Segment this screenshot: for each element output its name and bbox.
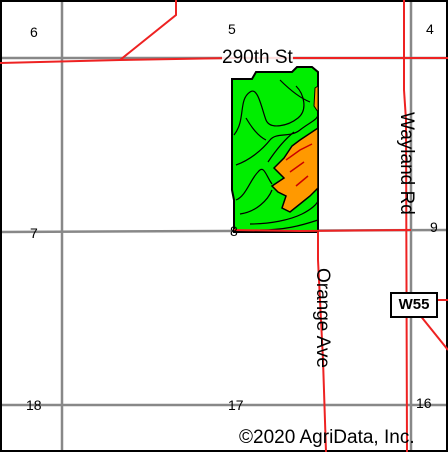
section-label-8: 8 [230,223,238,239]
field-parcel[interactable] [231,66,319,233]
section-label-9: 9 [430,219,438,235]
section-label-16: 16 [416,395,432,411]
copyright-text: ©2020 AgriData, Inc. [239,427,415,448]
section-label-18: 18 [26,397,42,413]
section-label-17: 17 [228,397,244,413]
highway-shield-w55: W55 [390,292,438,318]
section-label-4: 4 [426,21,434,37]
section-label-6: 6 [30,24,38,40]
section-label-7: 7 [30,225,38,241]
road-label-orange-ave: Orange Ave [312,268,333,369]
section-label-5: 5 [228,21,236,37]
road-label-290th-st: 290th St [222,47,293,68]
road-label-wayland-rd: Wayland Rd [396,112,417,215]
